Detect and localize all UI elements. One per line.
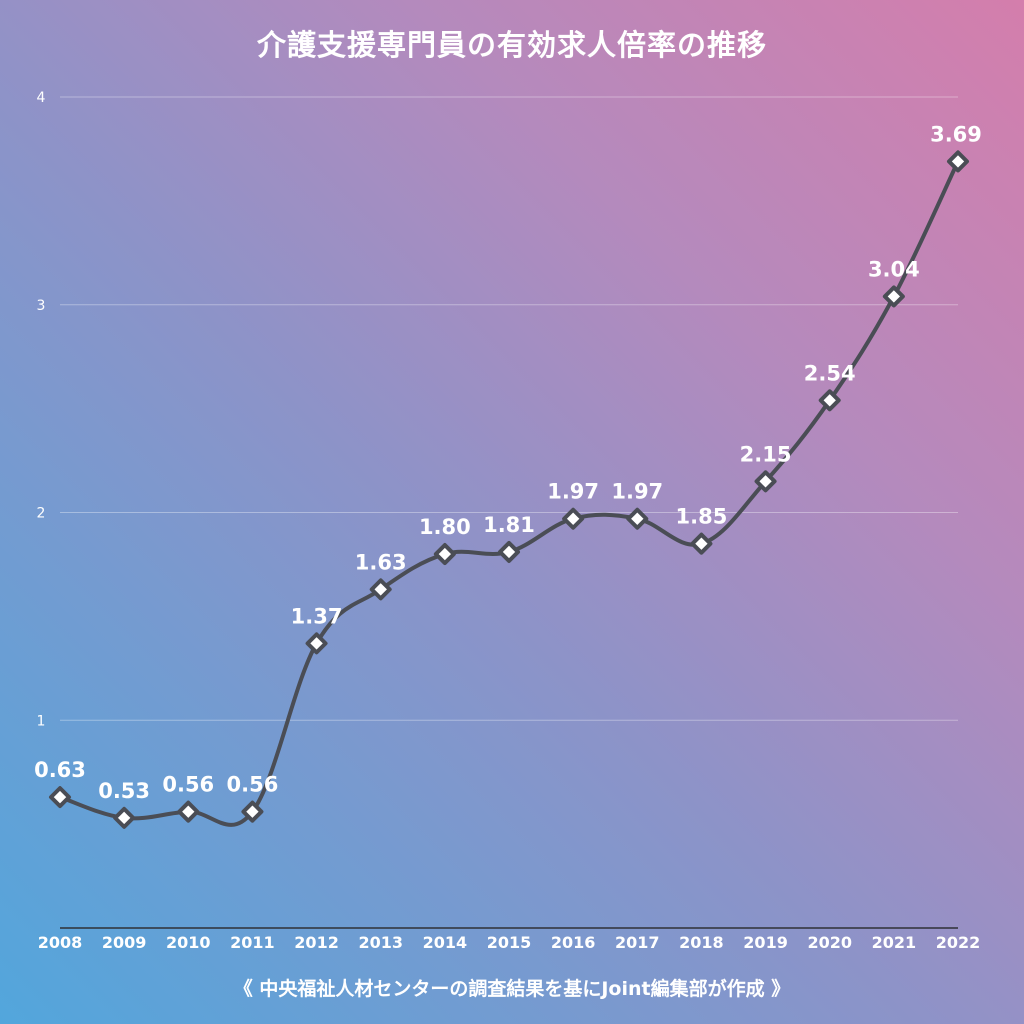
data-label: 0.56 (227, 773, 279, 797)
x-tick-label: 2018 (679, 933, 724, 952)
x-tick-label: 2020 (807, 933, 852, 952)
data-point-marker (433, 543, 456, 566)
data-label: 1.37 (291, 604, 343, 628)
x-tick-label: 2011 (230, 933, 275, 952)
data-point-marker (626, 507, 649, 530)
data-point-marker (369, 578, 392, 601)
data-point-marker (177, 800, 200, 823)
data-label: 0.56 (162, 773, 214, 797)
x-tick-label: 2013 (358, 933, 403, 952)
data-label: 1.81 (483, 513, 535, 537)
data-label: 2.15 (740, 442, 792, 466)
x-tick-label: 2021 (872, 933, 917, 952)
data-label: 1.85 (676, 505, 728, 529)
data-point-marker (882, 285, 905, 308)
x-tick-label: 2010 (166, 933, 211, 952)
data-label: 1.63 (355, 550, 407, 574)
data-point-marker (241, 800, 264, 823)
data-point-marker (818, 389, 841, 412)
data-label: 0.63 (34, 758, 86, 782)
y-tick-label: 3 (37, 298, 46, 314)
x-tick-label: 2015 (487, 933, 532, 952)
data-label: 1.97 (611, 480, 663, 504)
data-label: 3.04 (868, 257, 920, 281)
x-tick-label: 2014 (423, 933, 468, 952)
data-label: 3.69 (930, 122, 982, 146)
data-label: 1.97 (547, 480, 599, 504)
data-point-marker (113, 806, 136, 829)
series-line (58, 159, 960, 827)
x-tick-label: 2009 (102, 933, 147, 952)
x-tick-label: 2008 (38, 933, 83, 952)
x-tick-label: 2012 (294, 933, 339, 952)
data-label: 1.80 (419, 515, 471, 539)
x-tick-label: 2016 (551, 933, 596, 952)
x-tick-label: 2019 (743, 933, 788, 952)
chart-title: 介護支援専門員の有効求人倍率の推移 (256, 28, 767, 62)
data-point-marker (49, 786, 71, 809)
data-point-marker (754, 470, 777, 493)
chart-source-note: 《 中央福祉人材センターの調査結果を基にJoint編集部が作成 》 (233, 978, 791, 1000)
data-point-marker (690, 532, 713, 555)
y-tick-label: 1 (37, 713, 46, 729)
data-point-marker (947, 150, 969, 173)
data-point-marker (562, 507, 585, 530)
x-tick-label: 2022 (936, 933, 981, 952)
data-label: 2.54 (804, 361, 856, 385)
x-tick-label: 2017 (615, 933, 660, 952)
data-point-marker (498, 540, 520, 563)
data-point-marker (305, 632, 328, 655)
y-tick-label: 4 (37, 90, 46, 106)
y-tick-label: 2 (37, 506, 46, 522)
data-label: 0.53 (98, 779, 150, 803)
